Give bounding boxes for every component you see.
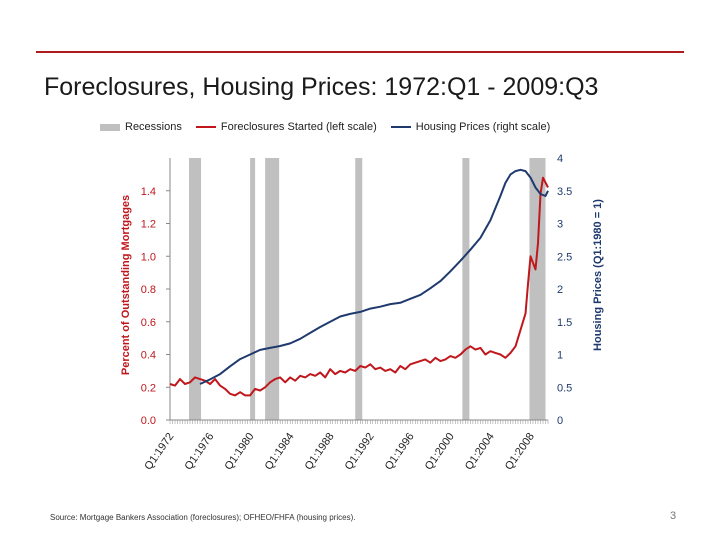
source-note: Source: Mortgage Bankers Association (fo… xyxy=(50,513,356,522)
legend-label-recessions: Recessions xyxy=(125,121,182,133)
y-tick-label-right: 3.5 xyxy=(557,186,572,198)
recession-band-4 xyxy=(462,158,470,420)
y-axis-label-right: Housing Prices (Q1:1980 = 1) xyxy=(592,199,604,351)
recession-band-3 xyxy=(355,158,363,420)
x-tick-label: Q1:1976 xyxy=(182,431,216,472)
recession-band-5 xyxy=(529,158,546,420)
x-tick-label: Q1:1996 xyxy=(383,431,417,472)
title-rule xyxy=(36,51,684,53)
y-tick-label-right: 1.5 xyxy=(557,317,572,329)
y-tick-label-left: 1.0 xyxy=(141,251,156,263)
legend-label-foreclosures: Foreclosures Started (left scale) xyxy=(220,121,377,133)
chart-series xyxy=(169,168,549,397)
recession-band-2 xyxy=(265,158,280,420)
y-tick-label-right: 3 xyxy=(557,219,563,231)
y-tick-label-left: 0.8 xyxy=(141,284,156,296)
legend-item-foreclosures: Foreclosures Started (left scale) xyxy=(195,121,377,133)
y-tick-label-right: 2 xyxy=(557,284,563,296)
y-tick-label-right: 2.5 xyxy=(557,251,572,263)
x-tick-label: Q1:1972 xyxy=(142,431,176,472)
y-tick-label-right: 0.5 xyxy=(557,382,572,394)
legend-item-housing: Housing Prices (right scale) xyxy=(390,121,551,133)
y-tick-label-left: 0.0 xyxy=(141,415,156,427)
legend-swatch-housing xyxy=(390,126,411,128)
y-axis-label-left: Percent of Outstanding Mortgages xyxy=(120,195,132,375)
x-tick-label: Q1:2008 xyxy=(503,431,537,472)
y-tick-label-right: 1 xyxy=(557,350,563,362)
recession-band-0 xyxy=(189,158,202,420)
recession-band-1 xyxy=(250,158,256,420)
x-tick-label: Q1:1980 xyxy=(223,431,257,472)
page-title: Foreclosures, Housing Prices: 1972:Q1 - … xyxy=(44,73,599,101)
recession-bands xyxy=(189,158,546,420)
chart-legend: Recessions Foreclosures Started (left sc… xyxy=(100,120,564,134)
y-tick-label-left: 1.2 xyxy=(141,219,156,231)
x-ticks: Q1:1972 Q1:1976 Q1:1980 Q1:1984 Q1:1988 Q1:19… xyxy=(142,431,537,472)
y-tick-label-left: 0.6 xyxy=(141,317,156,329)
y-tick-label-right: 4 xyxy=(557,153,563,165)
series-line-housing-prices xyxy=(199,168,549,385)
y-tick-label-left: 1.4 xyxy=(141,186,156,198)
x-tick-label: Q1:1984 xyxy=(263,431,297,472)
x-tick-label: Q1:2004 xyxy=(463,431,497,472)
page-number: 3 xyxy=(670,510,677,522)
legend-item-recessions: Recessions xyxy=(100,121,182,133)
x-tick-label: Q1:2000 xyxy=(423,431,457,472)
legend-label-housing: Housing Prices (right scale) xyxy=(415,121,551,133)
y-tick-label-right: 0 xyxy=(557,415,563,427)
y-ticks-right: 0 0.5 1 1.5 2 2.5 3 3.5 4 xyxy=(557,153,572,427)
series-line-foreclosures xyxy=(169,176,549,397)
y-tick-label-left: 0.4 xyxy=(141,350,156,362)
y-tick-label-left: 0.2 xyxy=(141,382,156,394)
legend-swatch-foreclosures xyxy=(195,126,216,128)
y-ticks-left: 0.0 0.2 0.4 0.6 0.8 1.0 1.2 1.4 xyxy=(141,186,170,427)
x-tick-label: Q1:1992 xyxy=(343,431,377,472)
legend-swatch-recessions xyxy=(100,123,120,131)
x-tick-label: Q1:1988 xyxy=(303,431,337,472)
